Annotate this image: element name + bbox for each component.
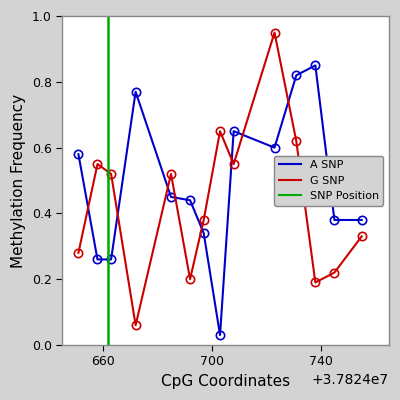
- Legend: A SNP, G SNP, SNP Position: A SNP, G SNP, SNP Position: [274, 156, 383, 206]
- Y-axis label: Methylation Frequency: Methylation Frequency: [11, 94, 26, 268]
- X-axis label: CpG Coordinates: CpG Coordinates: [161, 374, 290, 389]
